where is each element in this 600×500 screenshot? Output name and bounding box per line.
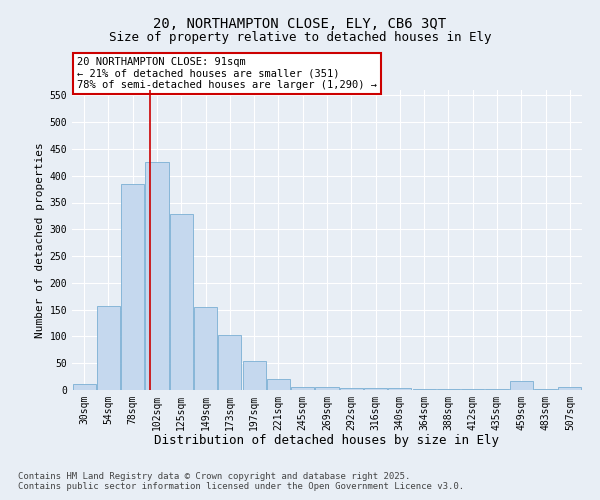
Bar xyxy=(388,388,412,390)
Bar xyxy=(242,360,266,390)
Bar xyxy=(559,388,581,390)
Bar xyxy=(316,388,338,390)
Bar xyxy=(97,306,120,390)
Text: 20 NORTHAMPTON CLOSE: 91sqm
← 21% of detached houses are smaller (351)
78% of se: 20 NORTHAMPTON CLOSE: 91sqm ← 21% of det… xyxy=(77,57,377,90)
Bar xyxy=(267,380,290,390)
Bar xyxy=(510,381,533,390)
Bar xyxy=(218,335,241,390)
Bar xyxy=(340,388,363,390)
Bar xyxy=(73,384,95,390)
Bar xyxy=(413,389,436,390)
Bar xyxy=(291,388,314,390)
Bar xyxy=(121,184,144,390)
Text: Contains HM Land Registry data © Crown copyright and database right 2025.: Contains HM Land Registry data © Crown c… xyxy=(18,472,410,481)
Bar xyxy=(170,214,193,390)
Bar xyxy=(145,162,169,390)
Text: Contains public sector information licensed under the Open Government Licence v3: Contains public sector information licen… xyxy=(18,482,464,491)
Bar xyxy=(194,307,217,390)
Text: Size of property relative to detached houses in Ely: Size of property relative to detached ho… xyxy=(109,32,491,44)
X-axis label: Distribution of detached houses by size in Ely: Distribution of detached houses by size … xyxy=(155,434,499,448)
Bar xyxy=(437,389,460,390)
Y-axis label: Number of detached properties: Number of detached properties xyxy=(35,142,46,338)
Text: 20, NORTHAMPTON CLOSE, ELY, CB6 3QT: 20, NORTHAMPTON CLOSE, ELY, CB6 3QT xyxy=(154,18,446,32)
Bar xyxy=(364,388,387,390)
